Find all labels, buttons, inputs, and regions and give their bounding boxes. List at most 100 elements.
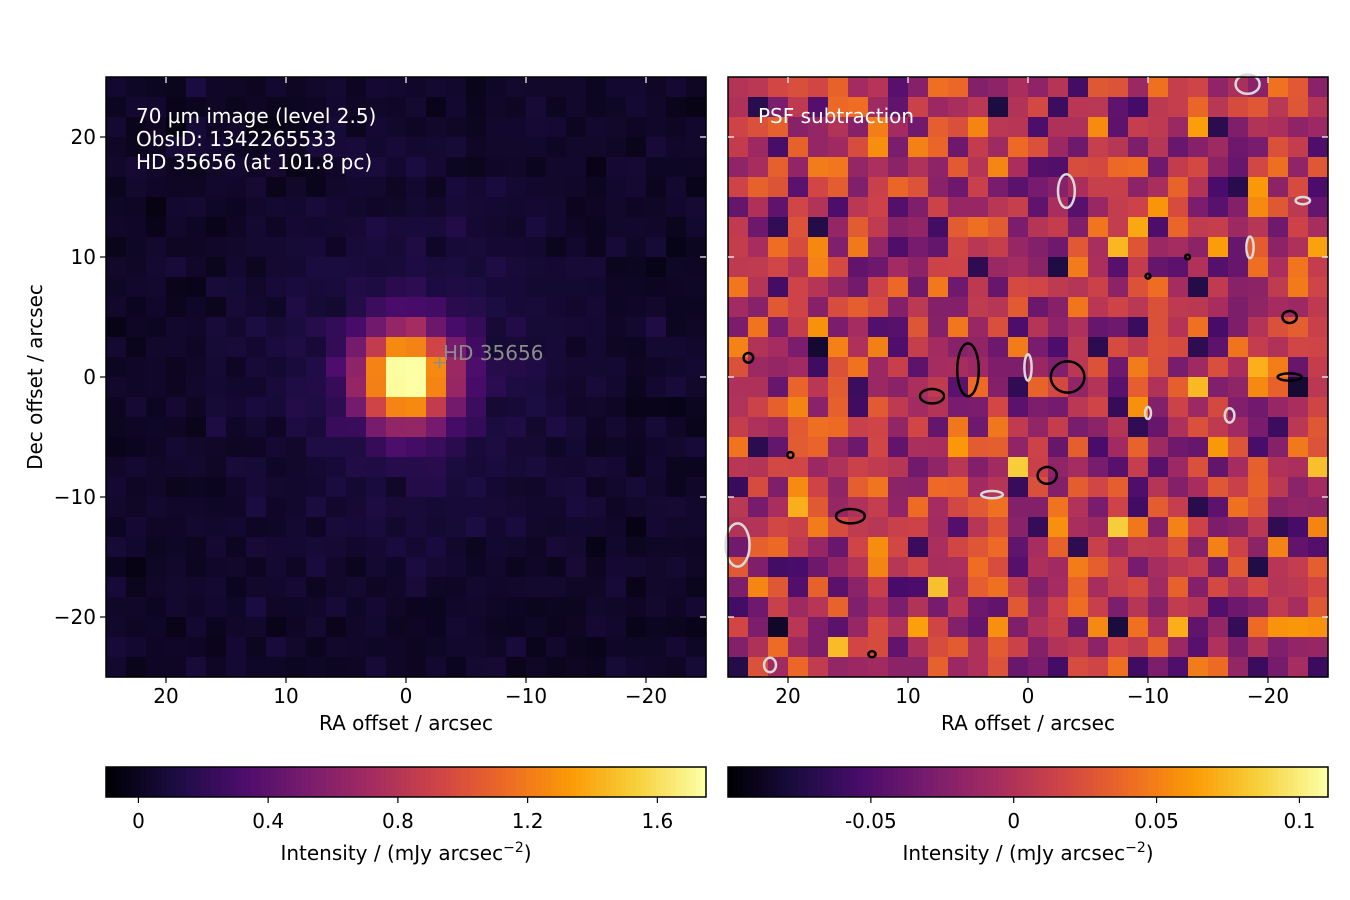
heatmap-pixel: [646, 297, 667, 318]
heatmap-pixel: [326, 97, 347, 118]
heatmap-pixel: [788, 237, 809, 258]
heatmap-pixel: [788, 537, 809, 558]
heatmap-pixel: [828, 417, 849, 438]
colorbar-step: [908, 767, 914, 797]
heatmap-pixel: [486, 237, 507, 258]
heatmap-pixel: [1168, 117, 1189, 138]
heatmap-pixel: [286, 557, 307, 578]
heatmap-pixel: [1228, 557, 1249, 578]
heatmap-pixel: [968, 177, 989, 198]
colorbars: 0 0.4 0.8 1.2 1.6 -0.05 0 0.05 0.1: [105, 766, 1329, 833]
heatmap-pixel: [606, 657, 627, 678]
heatmap-pixel: [666, 317, 687, 338]
heatmap-pixel: [1248, 257, 1269, 278]
heatmap-pixel: [908, 297, 929, 318]
heatmap-pixel: [326, 297, 347, 318]
heatmap-pixel: [1288, 237, 1309, 258]
heatmap-pixel: [1088, 477, 1109, 498]
heatmap-pixel: [466, 317, 487, 338]
colorbar-step: [281, 767, 287, 797]
heatmap-pixel: [908, 497, 929, 518]
heatmap-pixel: [968, 257, 989, 278]
heatmap-pixel: [466, 257, 487, 278]
heatmap-pixel: [406, 177, 427, 198]
heatmap-pixel: [546, 637, 567, 658]
heatmap-pixel: [166, 77, 187, 98]
heatmap-pixel: [808, 597, 829, 618]
colorbar-step: [376, 767, 382, 797]
heatmap-pixel: [306, 617, 327, 638]
heatmap-pixel: [1308, 217, 1329, 238]
heatmap-pixel: [1228, 157, 1249, 178]
colorbar-step: [126, 767, 132, 797]
positive-contour: [1049, 360, 1086, 394]
heatmap-pixel: [848, 97, 869, 118]
heatmap-pixel: [566, 117, 587, 138]
heatmap-pixel: [266, 97, 287, 118]
heatmap-pixel: [126, 437, 147, 458]
colorbar-step: [526, 767, 532, 797]
heatmap-pixel: [1248, 577, 1269, 598]
heatmap-pixel: [1208, 477, 1229, 498]
heatmap-pixel: [366, 477, 387, 498]
heatmap-pixel: [968, 297, 989, 318]
heatmap-pixel: [1128, 537, 1149, 558]
heatmap-pixel: [166, 277, 187, 298]
colorbar-step: [221, 767, 227, 797]
heatmap-pixel: [1068, 157, 1089, 178]
heatmap-pixel: [406, 217, 427, 238]
heatmap-pixel: [1108, 197, 1129, 218]
heatmap-pixel: [848, 657, 869, 678]
heatmap-pixel: [386, 517, 407, 538]
negative-contour: [1023, 352, 1033, 382]
heatmap-pixel: [908, 137, 929, 158]
heatmap-pixel: [968, 397, 989, 418]
heatmap-pixel: [426, 497, 447, 518]
colorbar-step: [696, 767, 702, 797]
colorbar-step: [1183, 767, 1189, 797]
heatmap-pixel: [566, 657, 587, 678]
heatmap-pixel: [1048, 497, 1069, 518]
heatmap-pixel: [948, 657, 969, 678]
heatmap-pixel: [928, 297, 949, 318]
heatmap-pixel: [1168, 617, 1189, 638]
heatmap-pixel: [1188, 317, 1209, 338]
heatmap-pixel: [146, 97, 167, 118]
heatmap-pixel: [1048, 657, 1069, 678]
heatmap-pixel: [1108, 477, 1129, 498]
heatmap-pixel: [848, 237, 869, 258]
heatmap-pixel: [1148, 197, 1169, 218]
heatmap-pixel: [166, 177, 187, 198]
colorbar-step: [146, 767, 152, 797]
heatmap-pixel: [888, 157, 909, 178]
heatmap-pixel: [406, 237, 427, 258]
colorbar-step: [676, 767, 682, 797]
heatmap-pixel: [788, 497, 809, 518]
heatmap-pixel: [546, 297, 567, 318]
colorbar-tick-label: -0.05: [845, 809, 897, 833]
heatmap-pixel: [546, 537, 567, 558]
heatmap-pixel: [988, 557, 1009, 578]
colorbar-step: [1133, 767, 1139, 797]
colorbar-step: [231, 767, 237, 797]
colorbar-step: [111, 767, 117, 797]
heatmap-pixel: [626, 557, 647, 578]
heatmap-pixel: [166, 317, 187, 338]
heatmap-pixel: [1128, 257, 1149, 278]
y-tick-label: 20: [71, 125, 96, 149]
heatmap-pixel: [646, 637, 667, 658]
heatmap-pixel: [788, 257, 809, 278]
heatmap-pixel: [126, 237, 147, 258]
heatmap-pixel: [386, 477, 407, 498]
heatmap-pixel: [166, 357, 187, 378]
heatmap-pixel: [306, 537, 327, 558]
heatmap-pixel: [506, 337, 527, 358]
heatmap-pixel: [486, 277, 507, 298]
heatmap-pixel: [1088, 457, 1109, 478]
heatmap-pixel: [566, 557, 587, 578]
heatmap-pixel: [1168, 297, 1189, 318]
heatmap-pixel: [948, 197, 969, 218]
heatmap-pixel: [1288, 417, 1309, 438]
heatmap-pixel: [666, 397, 687, 418]
heatmap-pixel: [686, 137, 707, 158]
